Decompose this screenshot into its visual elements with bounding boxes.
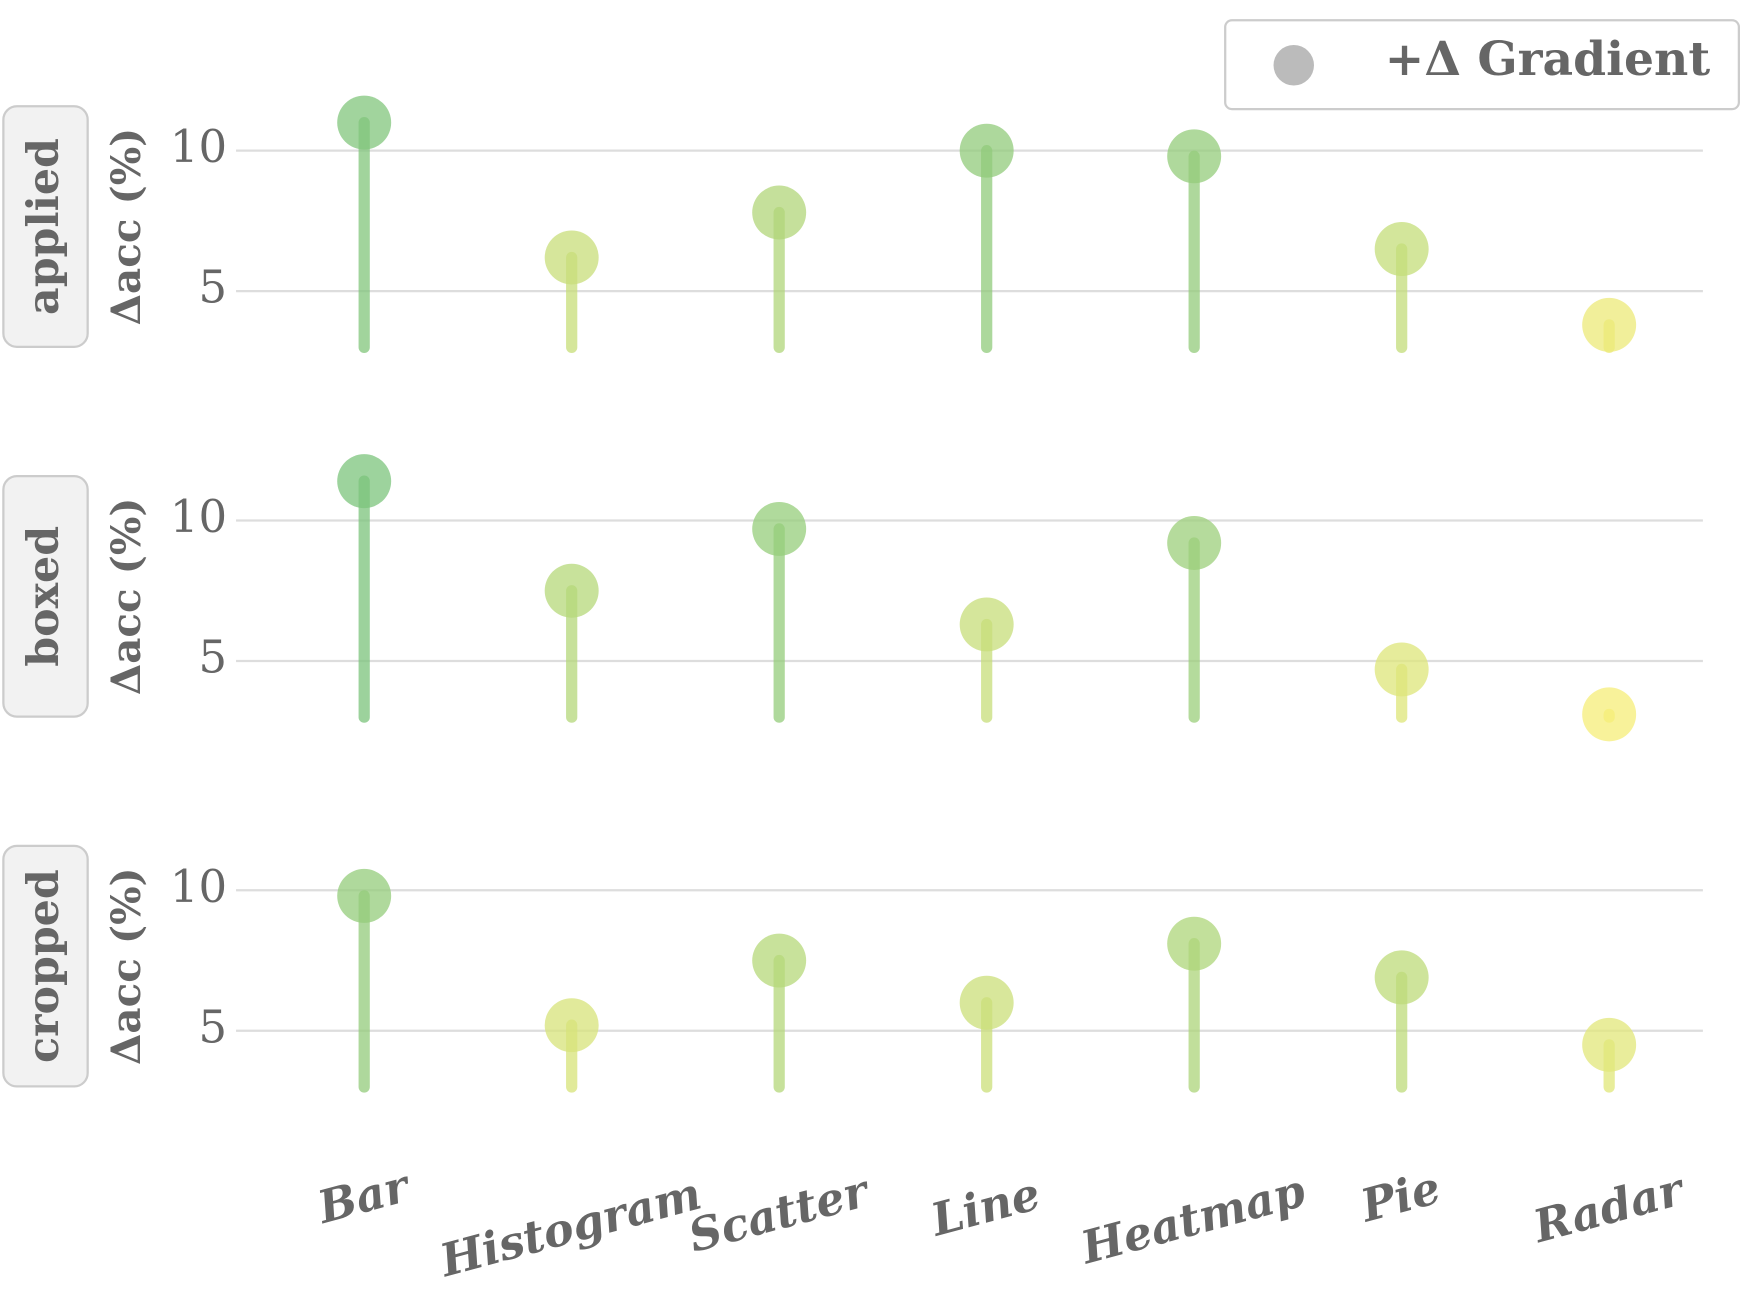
y-tick-label: 5 bbox=[198, 1000, 227, 1053]
y-tick-label: 5 bbox=[198, 261, 227, 314]
lollipop-head bbox=[337, 868, 392, 923]
y-tick-label: 10 bbox=[170, 860, 227, 913]
lollipop-head bbox=[752, 933, 807, 988]
x-tick-label: Heatmap bbox=[1074, 1164, 1311, 1275]
x-tick-label: Pie bbox=[1353, 1161, 1445, 1233]
row-label-box bbox=[2, 844, 89, 1088]
lollipop-head bbox=[1374, 950, 1429, 1005]
lollipop-head bbox=[544, 998, 599, 1053]
y-axis-label: Δacc (%) bbox=[102, 498, 150, 696]
lollipop-head bbox=[544, 230, 599, 285]
lollipop-head bbox=[959, 597, 1014, 652]
lollipop-head bbox=[752, 501, 807, 556]
row-label-box bbox=[2, 474, 89, 718]
lollipop-head bbox=[1167, 916, 1222, 971]
x-tick-label: Line bbox=[924, 1167, 1046, 1247]
row-label: cropped bbox=[19, 869, 69, 1063]
legend-label: +Δ Gradient bbox=[1385, 32, 1711, 87]
x-tick-label: Histogram bbox=[433, 1167, 707, 1288]
lollipop-head bbox=[1167, 129, 1222, 184]
lollipop-head bbox=[1582, 687, 1637, 742]
lollipop-head bbox=[752, 185, 807, 240]
row-label: applied bbox=[19, 138, 69, 315]
lollipop-head bbox=[1374, 642, 1429, 697]
lollipop-head bbox=[1167, 515, 1222, 570]
y-axis-label: Δacc (%) bbox=[102, 128, 150, 326]
x-tick-label: Bar bbox=[311, 1158, 418, 1234]
row-label-box bbox=[2, 105, 89, 348]
lollipop-head bbox=[337, 95, 392, 150]
row-label: boxed bbox=[19, 526, 69, 667]
y-tick-label: 10 bbox=[170, 490, 227, 543]
lollipop-head bbox=[1582, 297, 1637, 352]
lollipop-head bbox=[337, 454, 392, 509]
lollipop-head bbox=[544, 563, 599, 618]
lollipop-head bbox=[1582, 1017, 1637, 1072]
y-tick-label: 5 bbox=[198, 630, 227, 683]
lollipop-head bbox=[959, 123, 1014, 178]
x-tick-label: Radar bbox=[1526, 1162, 1691, 1254]
y-tick-label: 10 bbox=[170, 120, 227, 173]
lollipop-head bbox=[959, 975, 1014, 1030]
y-axis-label: Δacc (%) bbox=[102, 867, 150, 1065]
x-tick-label: Scatter bbox=[683, 1163, 876, 1262]
lollipop-head bbox=[1374, 222, 1429, 277]
legend-marker bbox=[1273, 45, 1314, 86]
legend-box bbox=[1224, 19, 1740, 111]
